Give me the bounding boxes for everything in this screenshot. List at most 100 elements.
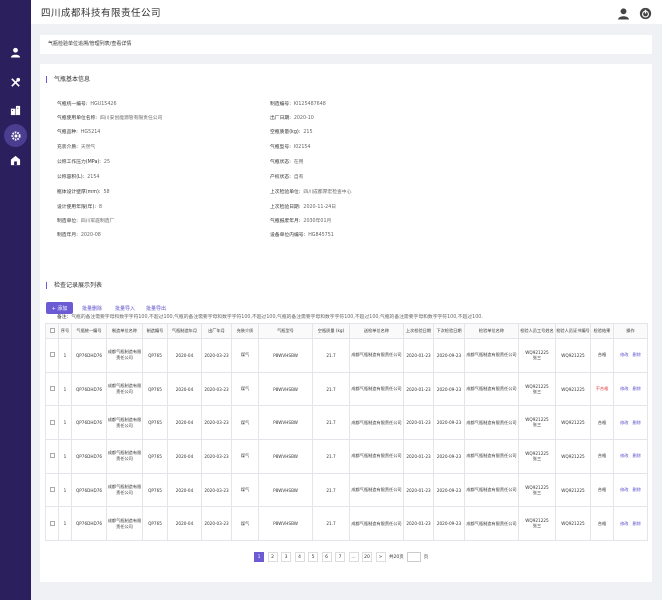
batch-export-button[interactable]: 批量导出 <box>146 306 167 312</box>
field-label: 产权状态: <box>270 175 291 180</box>
row-select <box>45 371 59 407</box>
delete-button[interactable]: 删除 <box>632 352 641 358</box>
cell-fdate: 2020-03-23 <box>201 439 232 474</box>
edit-button[interactable]: 修改 <box>620 453 629 459</box>
cell-next: 2020-09-23 <box>433 371 465 407</box>
cell-no: 1 <box>58 506 72 542</box>
column-header: 序号 <box>58 323 72 339</box>
cell-no: 1 <box>58 405 72 441</box>
select-all-checkbox[interactable] <box>49 328 55 333</box>
staff-name: 张三 <box>532 422 542 428</box>
row-checkbox[interactable] <box>49 487 55 493</box>
field-right-1: 出厂日期: 2020-10 <box>270 114 314 121</box>
note-value: 气瓶的备注需要字母和数字字符100,不超过100,气瓶的备注需要字母和数字字符1… <box>71 315 483 320</box>
cell-model: P8WVHSBW <box>258 472 313 508</box>
page-jump-input[interactable] <box>406 552 421 562</box>
cell-mdate: 2020-04 <box>167 472 202 508</box>
column-header: 上次检验日期 <box>403 323 434 339</box>
house-icon[interactable] <box>8 153 23 168</box>
batch-import-button[interactable]: 批量导入 <box>115 306 136 312</box>
page-suffix: 页 <box>423 555 429 560</box>
cell-inspector: 成都气瓶制造有限责任公司 <box>464 371 519 407</box>
delete-button[interactable]: 删除 <box>632 419 641 425</box>
cell-no: 1 <box>58 338 72 373</box>
cell-maker: 成都气瓶制造有限责任公司 <box>106 506 143 542</box>
field-value: 四川成都厚宏检查中心 <box>303 190 352 195</box>
row-checkbox[interactable] <box>49 453 55 459</box>
add-button[interactable]: + 添加 <box>46 302 73 314</box>
cell-sender: 成都气瓶制造有限责任公司 <box>349 439 404 474</box>
user-icon[interactable] <box>8 45 23 60</box>
cell-maker: 成都气瓶制造有限责任公司 <box>106 371 143 407</box>
delete-button[interactable]: 删除 <box>632 453 641 459</box>
edit-button[interactable]: 修改 <box>620 386 629 392</box>
page-button[interactable]: 6 <box>321 552 332 562</box>
page-button[interactable]: 1 <box>254 552 264 562</box>
page-button[interactable]: ... <box>348 552 359 562</box>
table-row[interactable]: 1 QP76DHD76 成都气瓶制造有限责任公司 QP765 2020-04 2020-0… <box>45 338 648 373</box>
account-icon[interactable] <box>617 5 630 20</box>
edit-button[interactable]: 修改 <box>620 520 629 526</box>
cell-no: 1 <box>58 439 72 474</box>
page-button[interactable]: 3 <box>281 552 291 562</box>
row-checkbox[interactable] <box>49 520 55 526</box>
row-checkbox[interactable] <box>49 352 55 358</box>
page-button[interactable]: 2 <box>267 552 278 562</box>
field-right-0: 制造编号: KI125487648 <box>270 100 326 107</box>
cell-maker: 成都气瓶制造有限责任公司 <box>106 405 143 441</box>
table-row[interactable]: 1 QP76DHD76 成都气瓶制造有限责任公司 QP765 2020-04 2020-0… <box>45 472 648 508</box>
cell-medium: 煤气 <box>231 338 259 373</box>
table-row[interactable]: 1 QP76DHD76 成都气瓶制造有限责任公司 QP765 2020-04 2020-0… <box>45 439 648 474</box>
field-right-6: 上次检验单位: 四川成都厚宏检查中心 <box>270 188 351 195</box>
power-icon[interactable] <box>639 5 652 20</box>
cell-medium: 煤气 <box>231 472 259 508</box>
row-select <box>45 405 59 441</box>
page-button[interactable]: 20 <box>362 552 372 562</box>
gear-icon[interactable] <box>4 124 27 147</box>
row-checkbox[interactable] <box>49 419 55 425</box>
delete-button[interactable]: 删除 <box>632 487 641 493</box>
page-button[interactable]: 5 <box>308 552 318 562</box>
table-row[interactable]: 1 QP76DHD76 成都气瓶制造有限责任公司 QP765 2020-04 2020-0… <box>45 506 648 542</box>
field-label: 气瓶品种: <box>57 130 78 135</box>
top-bar: 四川成都科技有限责任公司 <box>31 0 662 24</box>
field-value: 2030年01月 <box>303 219 332 224</box>
page-button[interactable]: 4 <box>294 552 305 562</box>
cell-maker: 成都气瓶制造有限责任公司 <box>106 472 143 508</box>
column-header: 检验人员工号姓名 <box>518 323 556 339</box>
staff-id: WQ921225 <box>525 450 549 456</box>
field-label: 上次检验日期: <box>270 205 301 210</box>
cell-inspector: 成都气瓶制造有限责任公司 <box>464 439 519 474</box>
field-value: 2154 <box>87 175 100 180</box>
table-row[interactable]: 1 QP76DHD76 成都气瓶制造有限责任公司 QP765 2020-04 2020-0… <box>45 405 648 441</box>
column-header: 气瓶型号 <box>258 323 313 339</box>
cell-mass: 21.7 <box>312 371 350 407</box>
field-value: HG5214 <box>80 130 101 135</box>
field-left-3: 充装介质: 天然气 <box>57 143 95 150</box>
cell-mdate: 2020-04 <box>167 405 202 441</box>
page-button[interactable]: 7 <box>335 552 345 562</box>
delete-button[interactable]: 删除 <box>632 520 641 526</box>
edit-button[interactable]: 修改 <box>620 419 629 425</box>
cell-result: 合格 <box>590 439 614 474</box>
edit-button[interactable]: 修改 <box>620 352 629 358</box>
row-checkbox[interactable] <box>49 386 55 392</box>
cell-next: 2020-09-23 <box>433 439 465 474</box>
cell-actions: 修改 删除 <box>613 472 648 508</box>
cell-code: QP76DHD76 <box>71 405 107 441</box>
field-value: 四川军庭制造厂 <box>80 219 115 224</box>
field-label: 空瓶质量(kg): <box>270 130 301 135</box>
header-select <box>45 323 59 339</box>
cell-mno: QP765 <box>142 371 168 407</box>
edit-button[interactable]: 修改 <box>620 487 629 493</box>
cell-sender: 成都气瓶制造有限责任公司 <box>349 472 404 508</box>
tools-icon[interactable] <box>8 75 23 90</box>
cell-result: 不合格 <box>590 371 614 407</box>
delete-button[interactable]: 删除 <box>632 386 641 392</box>
batch-delete-button[interactable]: 批量删除 <box>82 306 103 312</box>
column-header: 出厂年月 <box>201 323 232 339</box>
next-page-button[interactable]: > <box>375 552 386 562</box>
table-row[interactable]: 1 QP76DHD76 成都气瓶制造有限责任公司 QP765 2020-04 2020-0… <box>45 371 648 407</box>
cell-model: P8WVHSBW <box>258 371 313 407</box>
building-icon[interactable] <box>8 103 23 118</box>
